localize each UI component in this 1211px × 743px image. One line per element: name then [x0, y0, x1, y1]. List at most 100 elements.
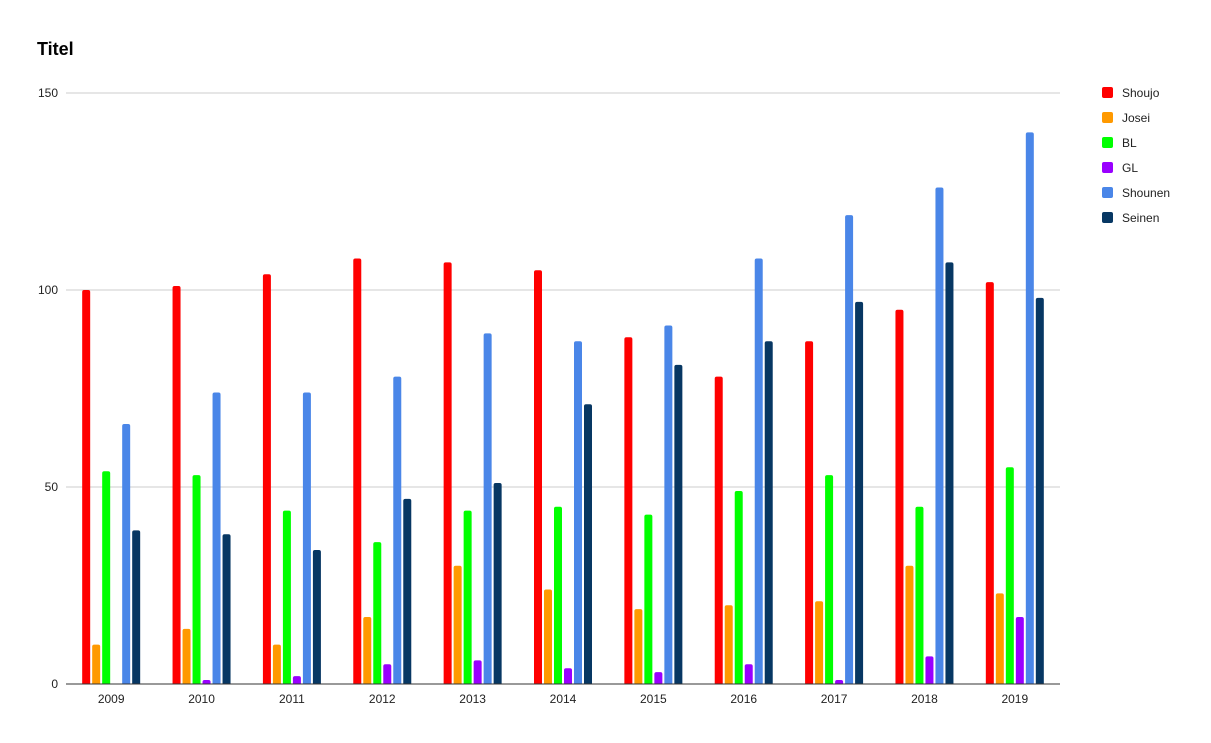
bar-gl-2011 — [292, 676, 301, 684]
bar-josei-2018 — [905, 565, 914, 684]
bar-bl-2010 — [192, 475, 201, 684]
legend-swatch-shounen — [1102, 187, 1113, 198]
chart-title: Titel — [37, 39, 74, 59]
legend-swatch-shoujo — [1102, 87, 1113, 98]
bar-josei-2010 — [182, 628, 191, 684]
legend-swatch-josei — [1102, 112, 1113, 123]
legend-label-gl: GL — [1122, 161, 1138, 175]
legend-label-shoujo: Shoujo — [1122, 86, 1160, 100]
y-tick-label: 50 — [45, 480, 59, 494]
bar-josei-2015 — [634, 609, 643, 684]
bars — [82, 132, 1044, 684]
bar-josei-2011 — [272, 644, 281, 684]
bar-gl-2012 — [383, 664, 392, 684]
bar-shounen-2010 — [212, 392, 221, 684]
bar-bl-2017 — [825, 475, 834, 684]
bar-shoujo-2009 — [82, 290, 91, 684]
bar-seinen-2015 — [674, 364, 683, 684]
bar-shounen-2019 — [1025, 132, 1034, 684]
bar-shoujo-2011 — [262, 274, 271, 684]
bar-shounen-2017 — [845, 215, 854, 684]
legend-swatch-seinen — [1102, 212, 1113, 223]
x-tick-label: 2019 — [1001, 692, 1028, 706]
bar-josei-2016 — [724, 605, 733, 684]
bar-gl-2016 — [744, 664, 753, 684]
bar-shoujo-2014 — [534, 270, 542, 684]
x-axis-ticks: 2009 2010 2011 2012 2013 2014 2015 2016 2017 2018… — [98, 692, 1029, 706]
bar-seinen-2019 — [1035, 297, 1044, 684]
x-tick-label: 2011 — [279, 692, 305, 706]
x-tick-label: 2015 — [640, 692, 667, 706]
bar-seinen-2017 — [855, 301, 864, 684]
bar-josei-2014 — [544, 589, 552, 684]
bar-josei-2017 — [815, 601, 824, 684]
bar-shoujo-2012 — [353, 258, 362, 684]
bar-josei-2013 — [453, 565, 462, 684]
bar-shoujo-2017 — [805, 341, 814, 684]
bar-gl-2019 — [1015, 617, 1024, 684]
bar-shounen-2014 — [574, 341, 582, 684]
bar-seinen-2009 — [132, 530, 141, 684]
bar-bl-2015 — [644, 514, 653, 684]
bar-josei-2009 — [92, 644, 101, 684]
bar-shoujo-2018 — [895, 309, 904, 684]
x-tick-label: 2010 — [188, 692, 215, 706]
bar-bl-2012 — [373, 542, 382, 684]
bar-shounen-2015 — [664, 325, 673, 684]
bar-seinen-2018 — [945, 262, 954, 684]
legend-label-josei: Josei — [1122, 111, 1150, 125]
bar-seinen-2011 — [312, 550, 321, 684]
bar-shounen-2016 — [754, 258, 763, 684]
bar-bl-2019 — [1005, 467, 1014, 684]
bar-josei-2012 — [363, 617, 372, 684]
x-tick-label: 2016 — [730, 692, 757, 706]
bar-gl-2014 — [564, 668, 572, 684]
bar-shoujo-2015 — [624, 337, 633, 684]
legend-label-bl: BL — [1122, 136, 1137, 150]
legend: Shoujo Josei BL GL Shounen Seinen — [1102, 86, 1170, 225]
bar-shounen-2013 — [483, 333, 492, 684]
bar-shoujo-2013 — [443, 262, 452, 684]
bar-gl-2015 — [654, 672, 663, 684]
grid-lines — [66, 92, 1060, 488]
legend-swatch-gl — [1102, 162, 1113, 173]
bar-shoujo-2016 — [714, 376, 723, 684]
legend-label-shounen: Shounen — [1122, 186, 1170, 200]
x-tick-label: 2017 — [821, 692, 848, 706]
y-tick-label: 150 — [38, 86, 58, 100]
x-tick-label: 2009 — [98, 692, 125, 706]
bar-gl-2013 — [473, 660, 482, 684]
bar-seinen-2014 — [584, 404, 592, 684]
bar-seinen-2012 — [403, 498, 412, 684]
legend-label-seinen: Seinen — [1122, 211, 1159, 225]
bar-shounen-2011 — [302, 392, 311, 684]
bar-gl-2018 — [925, 656, 934, 684]
bar-shounen-2018 — [935, 187, 944, 684]
bar-seinen-2010 — [222, 534, 231, 684]
bar-seinen-2016 — [764, 341, 773, 684]
y-tick-label: 100 — [38, 283, 58, 297]
legend-swatch-bl — [1102, 137, 1113, 148]
bar-seinen-2013 — [493, 483, 502, 684]
bar-bl-2013 — [463, 510, 472, 684]
x-tick-label: 2018 — [911, 692, 938, 706]
bar-shoujo-2019 — [985, 282, 994, 684]
bar-shoujo-2010 — [172, 286, 181, 684]
bar-gl-2017 — [835, 680, 844, 684]
x-tick-label: 2012 — [369, 692, 396, 706]
x-tick-label: 2014 — [550, 692, 577, 706]
bar-shounen-2012 — [393, 376, 402, 684]
bar-bl-2011 — [282, 510, 291, 684]
x-tick-label: 2013 — [459, 692, 486, 706]
bar-bl-2014 — [554, 506, 562, 684]
bar-gl-2010 — [202, 680, 211, 684]
bar-josei-2019 — [995, 593, 1004, 684]
bar-bl-2009 — [102, 471, 111, 684]
bar-bl-2018 — [915, 506, 924, 684]
bar-shounen-2009 — [122, 423, 131, 684]
y-axis-ticks: 0 50 100 150 — [38, 86, 58, 691]
bar-bl-2016 — [734, 490, 743, 684]
y-tick-label: 0 — [51, 677, 58, 691]
